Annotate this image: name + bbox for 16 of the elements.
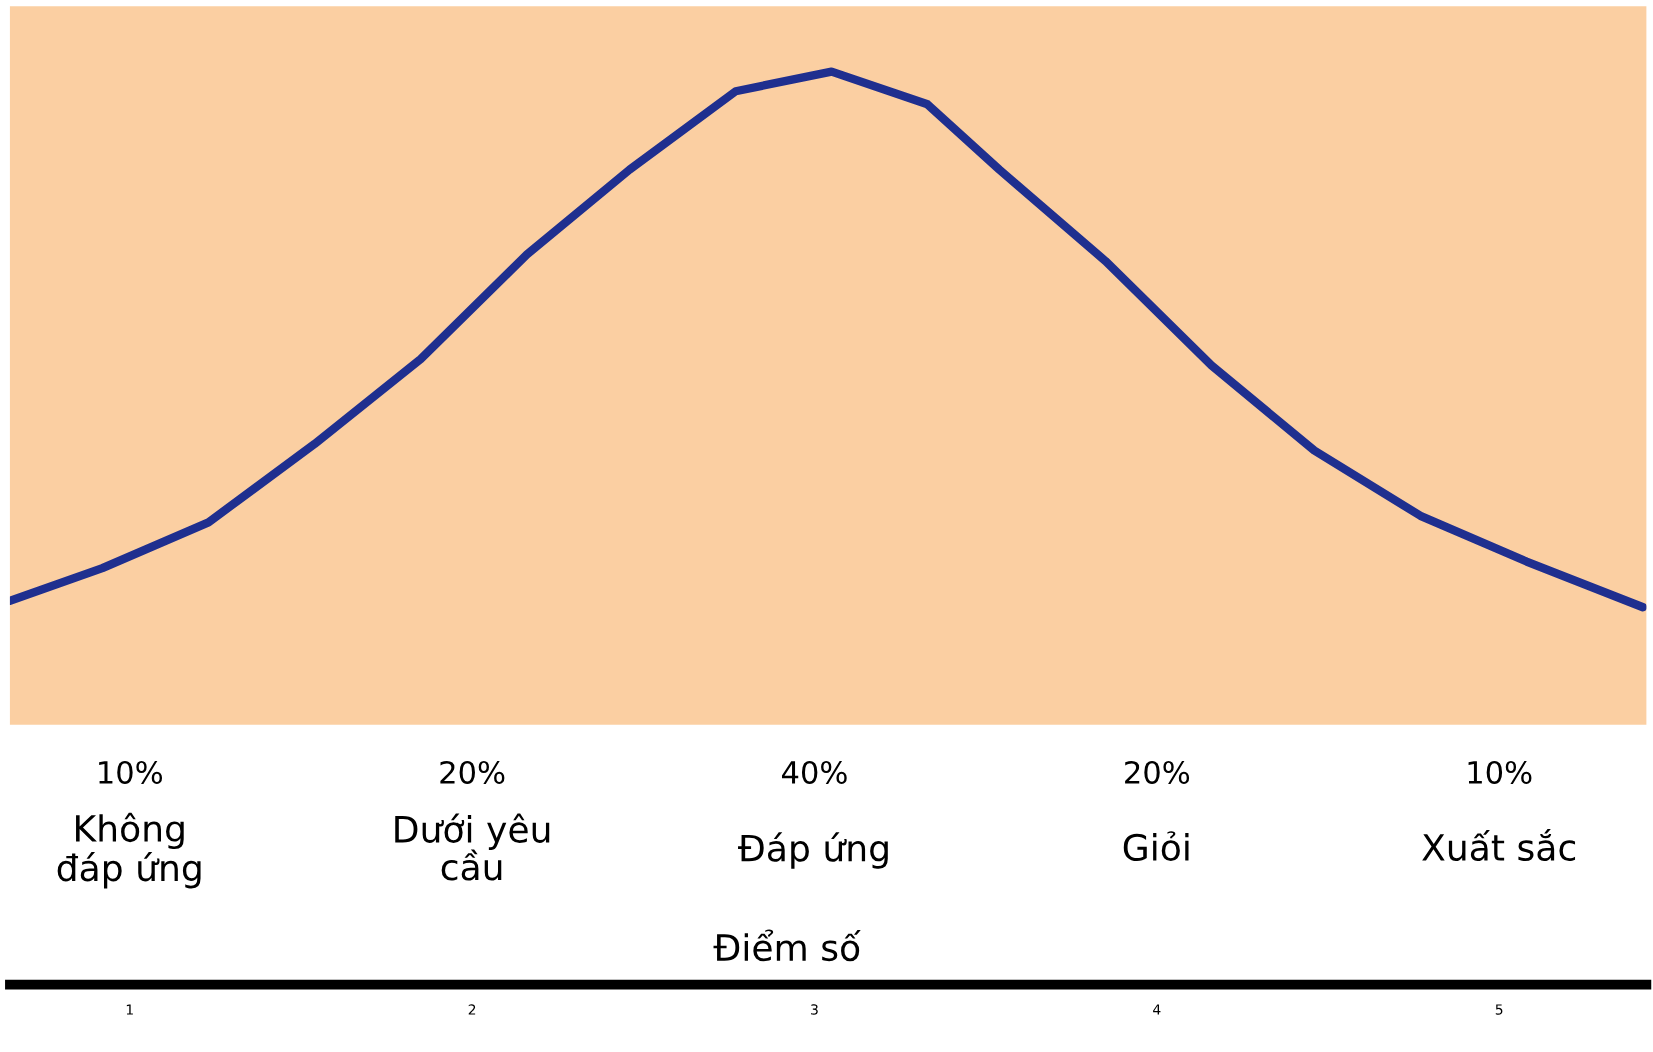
x-axis-title: Điểm số — [713, 929, 861, 962]
x-tick-label: 5 — [1495, 1004, 1503, 1015]
x-tick-label: 3 — [811, 1004, 818, 1015]
text: Dưới yêu cầu — [395, 813, 550, 881]
text: Đáp ứng — [738, 832, 888, 869]
x-tick-label: 4 — [1153, 1004, 1161, 1015]
text: 40% — [782, 760, 847, 784]
text: 10% — [1468, 760, 1532, 784]
text: 20% — [440, 760, 505, 784]
text: Giỏi — [1123, 831, 1189, 862]
x-tick-label: 1 — [126, 1004, 133, 1015]
text: Không đáp ứng — [57, 812, 201, 889]
text: 10% — [99, 760, 163, 784]
x-tick-label: 2 — [468, 1004, 476, 1015]
text: 20% — [1125, 760, 1190, 784]
text: Xuất sắc — [1422, 828, 1576, 862]
